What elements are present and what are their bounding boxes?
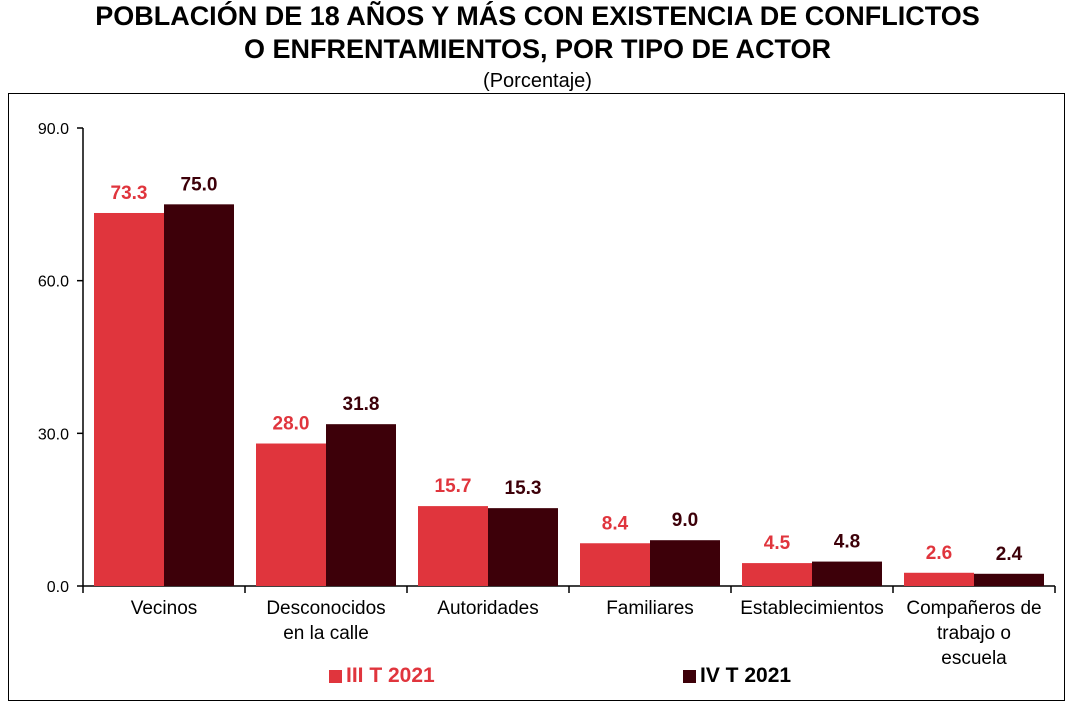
bar-series-2 [812, 561, 882, 586]
x-category-label: Establecimientos [740, 598, 884, 619]
data-label-series-2: 2.4 [996, 544, 1023, 565]
data-label-series-1: 8.4 [602, 513, 629, 534]
y-tick-label: 60.0 [38, 274, 69, 291]
chart-subtitle: (Porcentaje) [483, 70, 592, 92]
data-label-series-2: 4.8 [834, 532, 860, 553]
data-label-series-2: 9.0 [672, 510, 698, 531]
x-category-label: Vecinos [131, 598, 198, 619]
bar-series-1 [904, 572, 974, 586]
data-label-series-2: 75.0 [181, 174, 218, 195]
y-tick-label: 90.0 [38, 121, 69, 138]
x-category-label: Compañeros de [906, 598, 1041, 619]
bar-series-1 [580, 543, 650, 586]
legend-label-series-2: IV T 2021 [700, 664, 792, 687]
bar-series-1 [256, 443, 326, 586]
x-category-label: Desconocidos [266, 598, 385, 619]
chart-frame [8, 93, 1065, 701]
bar-series-2 [974, 573, 1044, 586]
data-label-series-1: 28.0 [273, 414, 310, 435]
legend-item-series-1: III T 2021 [329, 663, 435, 689]
data-label-series-1: 2.6 [926, 543, 952, 564]
bar-series-1 [742, 563, 812, 586]
legend-item-series-2: IV T 2021 [683, 663, 791, 689]
bar-series-2 [650, 540, 720, 586]
x-category-label: escuela [941, 648, 1007, 669]
data-label-series-1: 4.5 [764, 533, 791, 554]
legend-label-series-1: III T 2021 [346, 664, 435, 687]
legend-swatch-series-1 [329, 669, 342, 683]
bar-series-2 [164, 204, 234, 587]
bar-series-1 [418, 506, 488, 586]
bar-series-2 [488, 508, 558, 586]
data-label-series-2: 31.8 [343, 394, 380, 415]
bar-series-2 [326, 424, 396, 586]
legend-swatch-series-2 [683, 669, 696, 683]
y-tick-label: 0.0 [47, 579, 69, 596]
x-category-label: en la calle [283, 623, 369, 644]
x-category-label: trabajo o [937, 623, 1011, 644]
bar-series-1 [94, 212, 164, 587]
chart-title-line-2: O ENFRENTAMIENTOS, POR TIPO DE ACTOR [243, 34, 832, 64]
x-category-label: Familiares [606, 598, 694, 619]
x-category-label: Autoridades [437, 598, 538, 619]
chart-title-line-1: POBLACIÓN DE 18 AÑOS Y MÁS CON EXISTENCI… [95, 1, 980, 31]
data-label-series-1: 15.7 [435, 476, 472, 497]
data-label-series-2: 15.3 [505, 478, 542, 499]
data-label-series-1: 73.3 [111, 183, 148, 204]
y-tick-label: 30.0 [38, 426, 69, 443]
